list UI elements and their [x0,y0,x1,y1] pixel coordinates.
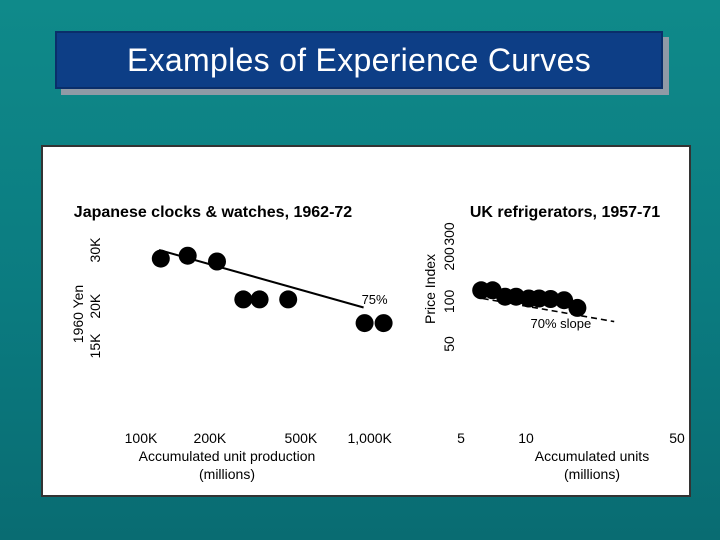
chart-right-title: UK refrigerators, 1957-71 [470,204,660,221]
chart-right-data-point [541,290,560,308]
charts-panel: Japanese clocks & watches, 1962-72 1960 … [41,145,691,497]
chart-left-ylabel: 1960 Yen [70,285,86,343]
chart-left-data-point [178,246,197,265]
chart-left-ytick-label: 30K [87,237,103,263]
chart-left-ylabel-text: 1960 Yen [70,285,86,343]
slide-title: Examples of Experience Curves [126,41,591,78]
chart-left-ytick-label: 20K [87,293,103,319]
chart-right-xtick-label: 10 [518,430,534,446]
chart-left: Japanese clocks & watches, 1962-72 1960 … [70,204,393,482]
chart-left-data-point [279,290,298,309]
chart-right-ytick-label: 200 [441,247,457,271]
chart-left-xtick-label: 100K [125,430,158,446]
title-box: Examples of Experience Curves [55,31,663,89]
chart-left-xlabel-line2: (millions) [199,466,255,482]
chart-right-annotation: 70% slope [531,316,592,331]
chart-left-xticks: 100K 200K 500K 1,000K [125,430,393,446]
chart-left-plot: 75% [151,246,393,333]
chart-right-ylabel-text: Price Index [422,254,438,324]
chart-left-data-point [355,314,374,333]
chart-left-ytick-label: 15K [87,333,103,359]
chart-right-data-point [555,291,574,310]
chart-left-data-point [250,290,269,309]
chart-left-xtick-label: 500K [285,430,318,446]
chart-right-xtick-label: 5 [457,430,465,446]
chart-left-data-point [374,314,393,333]
chart-right-ytick-label: 300 [441,222,457,246]
chart-left-title: Japanese clocks & watches, 1962-72 [74,204,352,221]
chart-left-xlabel-line1: Accumulated unit production [139,448,316,464]
chart-right-plot: 70% slope [472,281,615,331]
chart-left-data-point [208,252,226,271]
chart-left-xtick-label: 200K [194,430,227,446]
chart-left-data-point [151,249,170,268]
chart-right-xtick-label: 50 [669,430,685,446]
chart-right-data-point [568,298,587,317]
chart-right-ytick-label: 50 [441,336,457,352]
chart-left-yticks: 15K 20K 30K [87,237,103,359]
chart-right-xlabel-line2: (millions) [564,466,620,482]
chart-right-ytick-label: 100 [441,290,457,314]
chart-left-annotation: 75% [362,292,388,307]
chart-right-xticks: 5 10 50 [457,430,685,446]
charts-svg: Japanese clocks & watches, 1962-72 1960 … [70,204,685,482]
chart-left-xtick-label: 1,000K [348,430,393,446]
chart-left-data-point [234,290,253,309]
chart-right-xlabel-line1: Accumulated units [535,448,649,464]
chart-right: UK refrigerators, 1957-71 Price Index 50… [422,204,685,482]
